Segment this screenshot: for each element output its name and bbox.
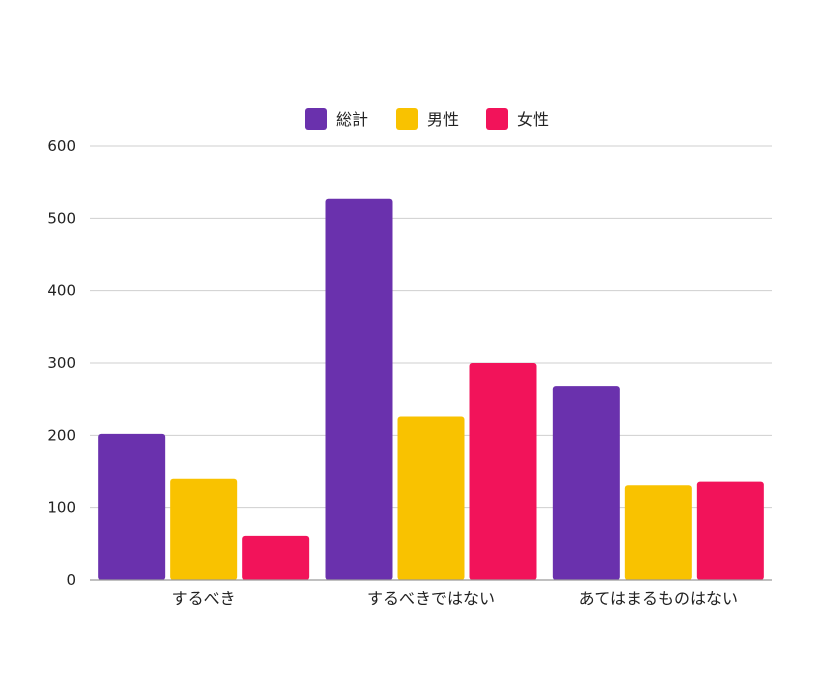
x-category-label: あてはまるものはない [579, 589, 738, 608]
y-tick-label: 600 [47, 137, 76, 155]
y-tick-label: 300 [47, 354, 76, 372]
bar-2-1 [469, 363, 537, 580]
bar-1-0 [170, 478, 238, 580]
y-tick-label: 200 [47, 426, 76, 444]
x-category-label: するべき [172, 589, 236, 608]
bar-0-2 [552, 386, 620, 580]
y-axis: 0 100 200 300 400 500 600 [47, 137, 76, 589]
bar-2-0 [242, 535, 310, 580]
y-tick-label: 0 [66, 571, 76, 589]
legend: 総計 男性 女性 [305, 108, 549, 130]
legend-label: 女性 [517, 110, 549, 129]
x-category-label: するべきではない [367, 589, 495, 608]
y-tick-label: 500 [47, 209, 76, 227]
legend-label: 男性 [427, 110, 459, 129]
bar-1-2 [624, 485, 692, 580]
y-tick-label: 400 [47, 282, 76, 300]
bar-2-2 [696, 481, 764, 580]
legend-swatch [486, 108, 508, 130]
x-axis: するべき するべきではない あてはまるものはない [90, 579, 772, 608]
bar-0-0 [98, 433, 166, 580]
bars [98, 198, 764, 580]
bar-0-1 [325, 198, 393, 580]
legend-swatch [396, 108, 418, 130]
legend-swatch [305, 108, 327, 130]
bar-1-1 [397, 416, 465, 580]
legend-label: 総計 [336, 110, 368, 129]
y-tick-label: 100 [47, 499, 76, 517]
